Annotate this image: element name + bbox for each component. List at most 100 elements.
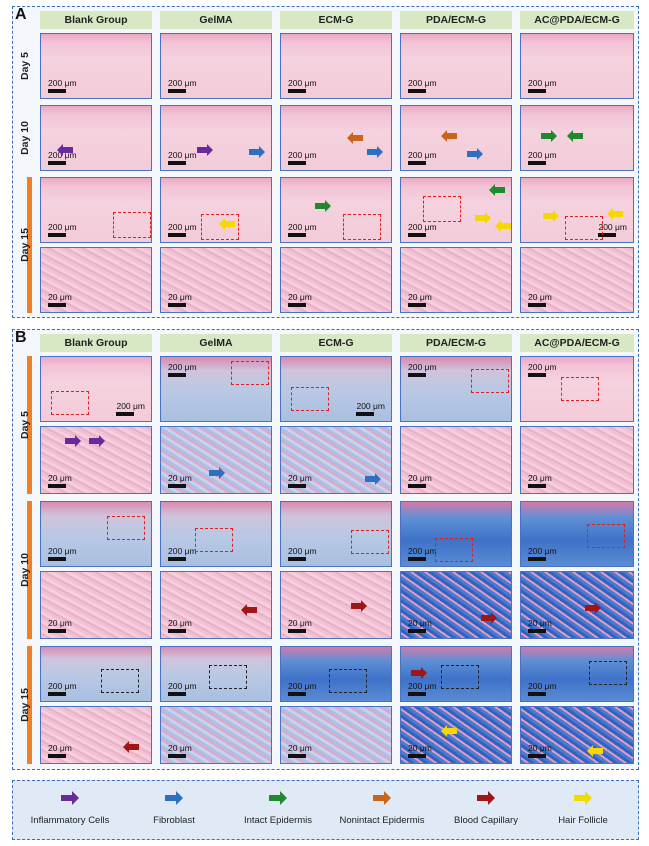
nonintact-epidermis-arrow-icon: [347, 132, 363, 144]
panel-a-day10-acpdaecmg-image: 200 μm: [520, 105, 634, 171]
blood-capillary-arrow-icon: [351, 600, 367, 612]
fibroblast-arrow-icon: [209, 467, 225, 479]
zoom-region-box: [589, 661, 627, 685]
panel-a-header-acpdaecmg: AC@PDA/ECM-G: [520, 11, 634, 29]
panel-a-day15-gelma-zoom-image: 20 μm: [160, 247, 272, 313]
panel-b-day15-pdaecmg-image: 200 μm: [400, 646, 512, 702]
legend-label: Intact Epidermis: [243, 815, 313, 826]
panel-a-day10-label: Day 10: [19, 121, 31, 155]
hair-follicle-arrow-icon: [495, 220, 511, 232]
panel-a-day15-label: Day 15: [19, 228, 31, 262]
legend-label: Fibroblast: [153, 815, 195, 826]
zoom-region-box: [113, 212, 151, 238]
zoom-region-box: [51, 391, 89, 415]
yellow-arrow-icon: [574, 791, 592, 805]
panel-b-day10-pdaecmg-image: 200 μm: [400, 501, 512, 567]
panel-a-day15-acpdaecmg-image: 200 μm: [520, 177, 634, 243]
panel-b-day10-blank-image: 200 μm: [40, 501, 152, 567]
hair-follicle-arrow-icon: [219, 218, 235, 230]
zoom-region-box: [291, 387, 329, 411]
nonintact-epidermis-arrow-icon: [441, 130, 457, 142]
fibroblast-arrow-icon: [467, 148, 483, 160]
legend-item-fibroblast: Fibroblast: [119, 791, 229, 826]
panel-b-day15-acpdaecmg-zoom-image: 20 μm: [520, 706, 634, 764]
orange-arrow-icon: [373, 791, 391, 805]
panel-a-day15-bar: Day 15: [19, 177, 33, 313]
panel-b-day15-ecmg-image: 200 μm: [280, 646, 392, 702]
panel-b-header-ecmg: ECM-G: [280, 334, 392, 352]
legend-item-inflammatory-cells: Inflammatory Cells: [15, 791, 125, 826]
panel-b-day15-bar: Day 15: [19, 646, 33, 764]
panel-b-day5-pdaecmg-zoom-image: 20 μm: [400, 426, 512, 494]
panel-a-header-ecmg: ECM-G: [280, 11, 392, 29]
panel-b-day15-ecmg-zoom-image: 20 μm: [280, 706, 392, 764]
hair-follicle-arrow-icon: [543, 210, 559, 222]
panel-a-letter: A: [15, 6, 27, 23]
zoom-region-box: [435, 538, 473, 562]
panel-a-day15-gelma-image: 200 μm: [160, 177, 272, 243]
panel-b-day15-gelma-image: 200 μm: [160, 646, 272, 702]
panel-b-letter: B: [15, 329, 27, 346]
panel-b-day10-bar: Day 10: [19, 501, 33, 639]
green-arrow-icon: [269, 791, 287, 805]
panel-a-day10-ecmg-image: 200 μm: [280, 105, 392, 171]
panel-a-day15-blank-image: 200 μm: [40, 177, 152, 243]
panel-b-day5-label: Day 5: [19, 410, 31, 440]
panel-b-day10-label: Day 10: [19, 553, 31, 587]
zoom-region-box: [195, 528, 233, 552]
legend-item-nonintact-epidermis: Nonintact Epidermis: [327, 791, 437, 826]
legend-item-hair-follicle: Hair Follicle: [528, 791, 638, 826]
panel-b-day10-acpdaecmg-zoom-image: 20 μm: [520, 571, 634, 639]
panel-a-header-blank: Blank Group: [40, 11, 152, 29]
panel-a-day15-ecmg-zoom-image: 20 μm: [280, 247, 392, 313]
panel-b-day15-acpdaecmg-image: 200 μm: [520, 646, 634, 702]
panel-a-day10-gelma-image: 200 μm: [160, 105, 272, 171]
zoom-region-box: [565, 216, 603, 240]
panel-a-header-gelma: GelMA: [160, 11, 272, 29]
panel-a-day5-blank-image: 200 μm: [40, 33, 152, 99]
panel-b-day5-acpdaecmg-image: 200 μm: [520, 356, 634, 422]
zoom-region-box: [561, 377, 599, 401]
panel-a-day10-bar: Day 10: [19, 105, 33, 171]
panel-b-header-acpdaecmg: AC@PDA/ECM-G: [520, 334, 634, 352]
zoom-region-box: [329, 669, 367, 693]
panel-b-day5-gelma-image: 200 μm: [160, 356, 272, 422]
intact-epidermis-arrow-icon: [567, 130, 583, 142]
blood-capillary-arrow-icon: [481, 612, 497, 624]
panel-a-day5-acpdaecmg-image: 200 μm: [520, 33, 634, 99]
hair-follicle-arrow-icon: [607, 208, 623, 220]
panel-a-day5-pdaecmg-image: 200 μm: [400, 33, 512, 99]
zoom-region-box: [101, 669, 139, 693]
panel-b-day10-ecmg-image: 200 μm: [280, 501, 392, 567]
blood-capillary-arrow-icon: [123, 741, 139, 753]
panel-a-day15-pdaecmg-image: 200 μm: [400, 177, 512, 243]
legend-label: Nonintact Epidermis: [339, 815, 425, 826]
blood-capillary-arrow-icon: [585, 602, 601, 614]
zoom-region-box: [423, 196, 461, 222]
panel-a-day15-pdaecmg-zoom-image: 20 μm: [400, 247, 512, 313]
hair-follicle-arrow-icon: [441, 725, 457, 737]
fibroblast-arrow-icon: [367, 146, 383, 158]
panel-b-day15-gelma-zoom-image: 20 μm: [160, 706, 272, 764]
zoom-region-box: [471, 369, 509, 393]
panel-b-header-pdaecmg: PDA/ECM-G: [400, 334, 512, 352]
panel-b-day15-blank-image: 200 μm: [40, 646, 152, 702]
hair-follicle-arrow-icon: [475, 212, 491, 224]
inflammatory-arrow-icon: [89, 435, 105, 447]
panel-b-header-blank: Blank Group: [40, 334, 152, 352]
panel-b-day5-blank-image: 200 μm: [40, 356, 152, 422]
panel-b-day5-bar: Day 5: [19, 356, 33, 494]
panel-a-day5-bar: Day 5: [19, 33, 33, 99]
panel-b-day5-blank-zoom-image: 20 μm: [40, 426, 152, 494]
inflammatory-arrow-icon: [197, 144, 213, 156]
panel-b-header-gelma: GelMA: [160, 334, 272, 352]
panel-a-day5-ecmg-image: 200 μm: [280, 33, 392, 99]
blood-capillary-arrow-icon: [241, 604, 257, 616]
panel-a-day5-gelma-image: 200 μm: [160, 33, 272, 99]
legend-item-intact-epidermis: Intact Epidermis: [223, 791, 333, 826]
panel-a-day15-acpdaecmg-zoom-image: 20 μm: [520, 247, 634, 313]
intact-epidermis-arrow-icon: [315, 200, 331, 212]
panel-b-day10-gelma-image: 200 μm: [160, 501, 272, 567]
legend-label: Hair Follicle: [558, 815, 608, 826]
panel-b: B Blank Group GelMA ECM-G PDA/ECM-G AC@P…: [12, 329, 639, 770]
